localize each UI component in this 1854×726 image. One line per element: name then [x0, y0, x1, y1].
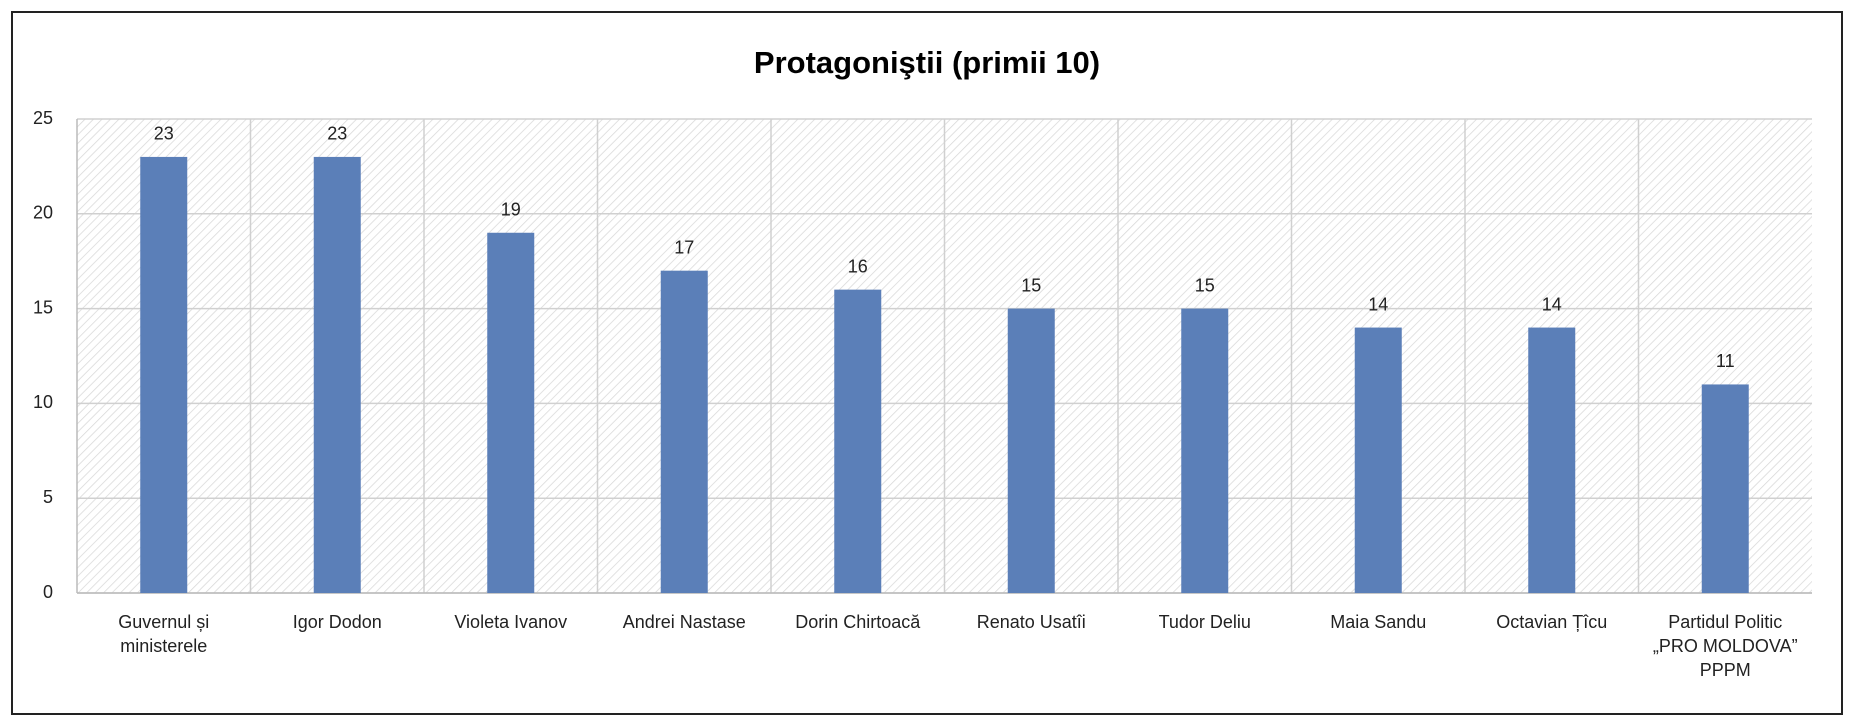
- data-label: 15: [1195, 275, 1215, 295]
- data-label: 19: [501, 200, 521, 220]
- x-tick-label: Partidul Politic „PRO MOLDOVA” PPPM: [1653, 612, 1798, 680]
- x-tick-label: Guvernul și ministerele: [118, 612, 209, 656]
- bar: [1528, 327, 1576, 593]
- y-tick-label: 5: [43, 487, 53, 507]
- bar: [1007, 308, 1055, 593]
- data-label: 14: [1368, 294, 1388, 314]
- y-tick-label: 15: [33, 297, 53, 317]
- data-label: 11: [1716, 351, 1735, 371]
- bar: [313, 156, 361, 594]
- bar: [1181, 308, 1229, 593]
- y-tick-label: 20: [33, 203, 53, 223]
- data-label: 17: [674, 237, 694, 257]
- x-tick-label: Violeta Ivanov: [454, 612, 567, 632]
- chart-title: Protagoniştii (primii 10): [754, 45, 1100, 80]
- data-label: 14: [1542, 294, 1562, 314]
- y-tick-label: 10: [33, 392, 53, 412]
- y-tick-label: 0: [43, 582, 53, 602]
- bar: [834, 289, 882, 593]
- x-tick-label: Igor Dodon: [293, 612, 382, 632]
- bar: [660, 270, 708, 593]
- x-tick-label: Tudor Deliu: [1159, 612, 1251, 632]
- data-label: 15: [1021, 275, 1041, 295]
- bar: [1701, 384, 1749, 593]
- y-tick-label: 25: [33, 108, 53, 128]
- bar: [1354, 327, 1402, 593]
- data-label: 16: [848, 256, 868, 276]
- x-tick-label: Renato Usatîi: [977, 612, 1086, 632]
- data-label: 23: [154, 124, 174, 144]
- x-tick-label: Dorin Chirtoacă: [795, 612, 921, 632]
- x-tick-label: Maia Sandu: [1330, 612, 1426, 632]
- x-tick-label: Octavian Țîcu: [1496, 612, 1607, 632]
- bar: [487, 232, 535, 593]
- data-label: 23: [327, 124, 347, 144]
- x-tick-label: Andrei Nastase: [623, 612, 746, 632]
- bar: [140, 156, 188, 594]
